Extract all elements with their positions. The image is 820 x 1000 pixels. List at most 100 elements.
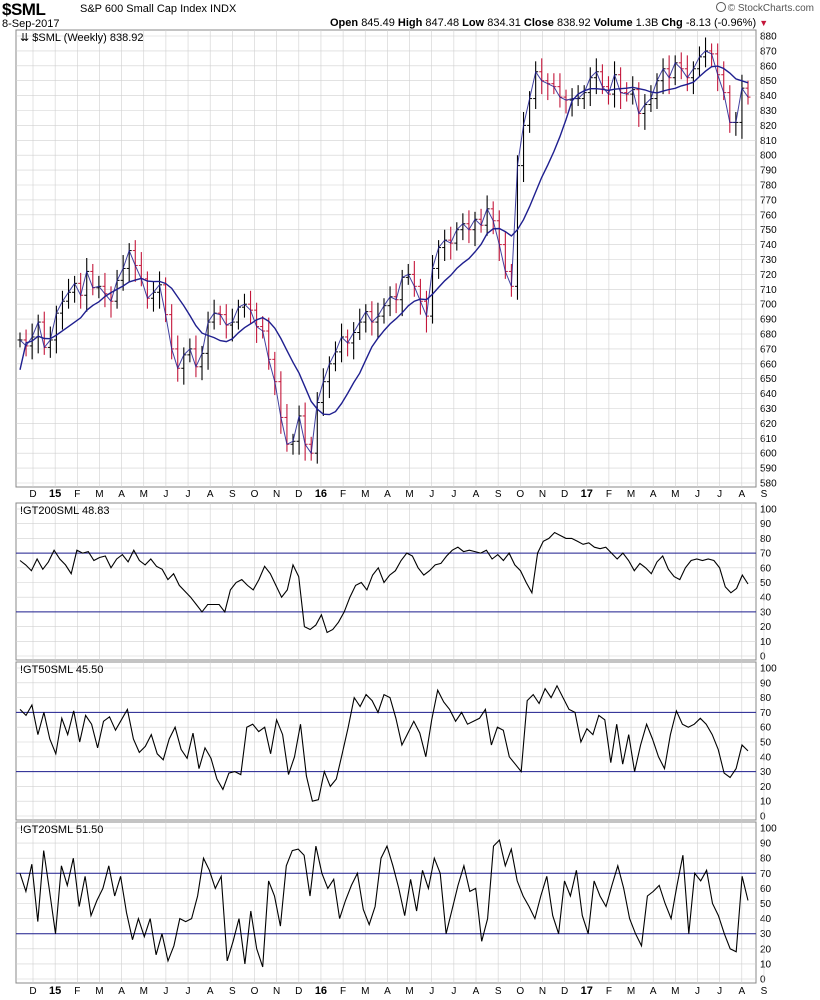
y-tick-label: 60 — [760, 723, 772, 734]
y-tick-label: 620 — [760, 419, 777, 430]
y-tick-label: 580 — [760, 479, 777, 490]
x-tick-label: D — [561, 986, 568, 997]
ticker-symbol: $SML — [2, 0, 46, 19]
y-tick-label: 40 — [760, 593, 772, 604]
y-tick-label: 760 — [760, 210, 777, 221]
y-tick-label: 70 — [760, 549, 772, 560]
ohlc-summary: Open 845.49 High 847.48 Low 834.31 Close… — [330, 17, 769, 29]
x-tick-label: S — [495, 489, 502, 500]
x-tick-label: M — [405, 489, 413, 500]
x-tick-label: F — [606, 986, 612, 997]
y-tick-label: 100 — [760, 505, 777, 516]
y-tick-label: 730 — [760, 255, 777, 266]
index-name: S&P 600 Small Cap Index INDX — [80, 3, 237, 15]
x-tick-label: O — [516, 489, 524, 500]
stockcharts-link[interactable]: © StockCharts.com — [715, 2, 814, 14]
y-tick-label: 600 — [760, 449, 777, 460]
y-tick-label: 670 — [760, 344, 777, 355]
x-tick-label: 17 — [581, 985, 593, 997]
y-tick-label: 100 — [760, 824, 777, 835]
y-tick-label: 0 — [760, 975, 766, 986]
x-tick-label: N — [273, 489, 280, 500]
panel-frame — [15, 821, 757, 984]
y-tick-label: 10 — [760, 959, 772, 970]
panel-legend: !GT50SML 45.50 — [20, 664, 103, 676]
x-tick-label: J — [717, 489, 722, 500]
panel-legend: !GT200SML 48.83 — [20, 505, 109, 517]
y-tick-label: 80 — [760, 693, 772, 704]
x-tick-label: M — [405, 986, 413, 997]
y-tick-label: 780 — [760, 181, 777, 192]
x-tick-label: 16 — [315, 985, 327, 997]
indicator-line — [19, 838, 749, 968]
x-tick-label: D — [561, 489, 568, 500]
y-tick-label: 100 — [760, 664, 777, 675]
y-tick-label: 50 — [760, 738, 772, 749]
x-tick-label: J — [695, 986, 700, 997]
x-tick-label: M — [140, 986, 148, 997]
x-tick-label: M — [361, 489, 369, 500]
y-tick-label: 70 — [760, 708, 772, 719]
x-tick-label: F — [606, 489, 612, 500]
y-tick-label: 40 — [760, 914, 772, 925]
y-tick-label: 20 — [760, 782, 772, 793]
y-tick-label: 50 — [760, 578, 772, 589]
y-tick-label: 720 — [760, 270, 777, 281]
x-tick-label: J — [717, 986, 722, 997]
x-tick-label: M — [140, 489, 148, 500]
panel-frame — [15, 502, 757, 661]
x-tick-label: M — [361, 986, 369, 997]
y-tick-label: 860 — [760, 61, 777, 72]
x-tick-label: 15 — [49, 985, 61, 997]
y-tick-label: 840 — [760, 91, 777, 102]
panel-2: 0 10 20 30 40 50 60 70 80 90 100 !GT50SML 45.50 — [15, 661, 777, 823]
x-tick-label: D — [29, 986, 36, 997]
x-tick-label: M — [671, 489, 679, 500]
x-tick-label: A — [650, 986, 657, 997]
panel-frame — [15, 661, 757, 821]
x-tick-label: J — [429, 489, 434, 500]
y-tick-label: 750 — [760, 225, 777, 236]
x-tick-label: J — [163, 986, 168, 997]
x-tick-label: 17 — [581, 488, 593, 500]
x-tick-label: A — [384, 489, 391, 500]
x-tick-label: N — [539, 986, 546, 997]
x-tick-label: A — [384, 986, 391, 997]
y-tick-label: 0 — [760, 812, 766, 823]
x-tick-label: J — [186, 489, 191, 500]
y-tick-label: 90 — [760, 519, 772, 530]
panel-3: 0 10 20 30 40 50 60 70 80 90 100 !GT20SML 51.50 — [15, 821, 777, 986]
y-tick-label: 0 — [760, 652, 766, 663]
y-tick-label: 610 — [760, 434, 777, 445]
x-tick-label: M — [627, 489, 635, 500]
x-tick-label: J — [186, 986, 191, 997]
moving-average-line — [19, 65, 749, 416]
x-tick-label: M — [95, 986, 103, 997]
y-tick-label: 30 — [760, 767, 772, 778]
y-tick-label: 20 — [760, 622, 772, 633]
x-tick-label: A — [207, 489, 214, 500]
x-tick-label: A — [473, 489, 480, 500]
x-tick-label: F — [340, 986, 346, 997]
chart-header: $SML S&P 600 Small Cap Index INDX 8-Sep-… — [0, 0, 820, 30]
x-tick-label: N — [273, 986, 280, 997]
x-tick-label: S — [495, 986, 502, 997]
y-tick-label: 90 — [760, 678, 772, 689]
y-tick-label: 630 — [760, 404, 777, 415]
panel-frame — [15, 29, 757, 488]
panel-0: 580 590 600 610 620 630 640 650 660 670 680 690 700 7… — [15, 29, 777, 490]
x-tick-label: A — [118, 986, 125, 997]
y-tick-label: 20 — [760, 944, 772, 955]
x-tick-label: S — [229, 986, 236, 997]
panel-1: 0 10 20 30 40 50 60 70 80 90 100 !GT200SML 48.83 — [15, 502, 777, 663]
y-tick-label: 800 — [760, 151, 777, 162]
y-tick-label: 850 — [760, 76, 777, 87]
y-tick-label: 60 — [760, 884, 772, 895]
chart-date: 8-Sep-2017 — [2, 18, 60, 30]
stockcharts-logo-icon — [715, 2, 726, 12]
x-tick-label: J — [451, 986, 456, 997]
y-tick-label: 790 — [760, 166, 777, 177]
x-tick-label: F — [74, 489, 80, 500]
y-tick-label: 810 — [760, 136, 777, 147]
x-tick-label: D — [295, 489, 302, 500]
